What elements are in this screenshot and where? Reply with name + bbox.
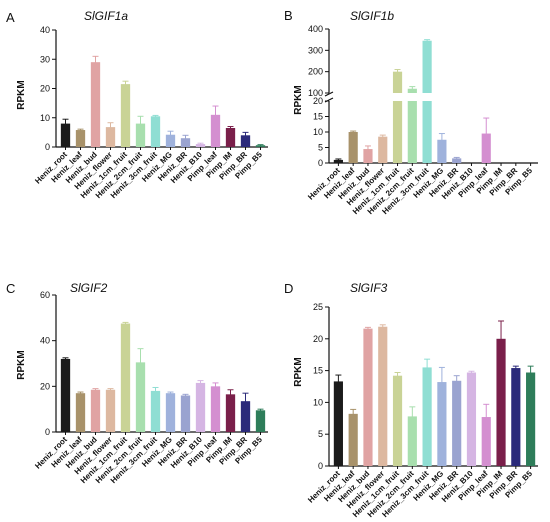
panel-d-bar (511, 368, 521, 466)
panel-b-bar (333, 159, 343, 163)
panel-b-bar (407, 101, 417, 163)
panel-b-bar (348, 132, 358, 163)
panel-a-bar (150, 116, 161, 147)
panel-c-bar (210, 386, 221, 432)
panel-c-bar (60, 358, 71, 432)
panel-a-bar (75, 130, 86, 147)
panel-b-bar (422, 101, 432, 163)
panel-a-letter: A (6, 10, 15, 25)
panel-a-bar (255, 145, 266, 147)
panel-b-y-tick-label: 0 (318, 158, 323, 168)
panel-c-bar (150, 390, 161, 432)
panel-d-title: SlGIF3 (350, 281, 388, 295)
panel-c-bar (75, 393, 86, 432)
panel-a-bar (240, 135, 251, 147)
panel-d-y-tick-label: 15 (313, 366, 323, 376)
panel-a-bar (120, 84, 131, 147)
panel-a-y-tick-label: 20 (40, 84, 50, 94)
panel-b-bar (437, 139, 447, 163)
panel-b-axis-break-mark (324, 91, 334, 97)
panel-b-y-tick-label: 10 (313, 127, 323, 137)
panel-c-y-tick-label: 40 (40, 336, 50, 346)
panel-d-bar (333, 381, 343, 466)
panel-b-bar (392, 71, 403, 93)
panel-a-y-tick-label: 10 (40, 113, 50, 123)
panel-c-bar (255, 410, 266, 432)
panel-b-y-tick-label: 200 (308, 67, 323, 77)
panel-c-bar (105, 389, 116, 432)
panel-d-y-tick-label: 0 (318, 461, 323, 471)
panel-b-title: SlGIF1b (350, 9, 394, 23)
panel-c-ylabel: RPKM (16, 350, 27, 379)
panel-c-bar (120, 323, 131, 432)
panel-d-bar (466, 372, 477, 466)
panel-b-y-tick-label: 300 (308, 45, 323, 55)
panel-d-bar (363, 328, 373, 466)
panel-d-bar (378, 326, 388, 466)
panel-d-bar (348, 413, 358, 466)
panel-d-bar (392, 375, 403, 466)
panel-c-bar (225, 394, 236, 432)
panel-a-y-tick-label: 30 (40, 54, 50, 64)
panel-a-title: SlGIF1a (84, 9, 128, 23)
panel-b-bar (392, 101, 403, 163)
panel-c-bar (240, 401, 251, 432)
panel-a-bar (135, 123, 146, 147)
panel-b-y-tick-label: 100 (308, 88, 323, 98)
panel-b-bar (378, 136, 388, 163)
panel-b-bar (452, 158, 462, 163)
panel-d-bar (437, 382, 447, 466)
panel-d-y-tick-label: 20 (313, 334, 323, 344)
panel-b-y-tick-label: 15 (313, 112, 323, 122)
panel-a-ylabel: RPKM (16, 80, 27, 109)
panel-b-bar (422, 40, 432, 93)
panel-d-ylabel: RPKM (293, 357, 304, 386)
panel-d-bar (526, 372, 536, 466)
panel-a-bar (165, 134, 176, 147)
panel-b-y-tick-label: 5 (318, 143, 323, 153)
panel-a-bar (105, 127, 116, 147)
panel-d-bar (422, 367, 432, 466)
panel-d-bar (481, 417, 491, 466)
panel-d-y-tick-label: 10 (313, 397, 323, 407)
panel-d-bar (452, 380, 462, 466)
panel-b-bar (363, 149, 373, 163)
panel-c-title: SlGIF2 (70, 281, 108, 295)
panel-d-bar (496, 338, 506, 466)
panel-b-y-tick-label: 400 (308, 24, 323, 34)
panel-c-bar (180, 395, 191, 432)
panel-c-letter: C (6, 281, 15, 296)
panel-d-letter: D (284, 281, 293, 296)
panel-a-bar (195, 144, 206, 147)
panel-b-ylabel: RPKM (293, 85, 304, 114)
panel-d-y-tick-label: 25 (313, 302, 323, 312)
panel-c-y-tick-label: 60 (40, 290, 50, 300)
panel-a-bar (210, 114, 221, 147)
panel-b-letter: B (284, 8, 293, 23)
panel-a-y-tick-label: 40 (40, 25, 50, 35)
panel-d-bar (407, 416, 417, 466)
panel-c-bar (195, 382, 206, 432)
panel-d-y-tick-label: 5 (318, 429, 323, 439)
panel-b-y-tick-label: 20 (313, 96, 323, 106)
panel-c-bar (135, 362, 146, 432)
panel-a-bar (225, 127, 236, 147)
panel-a-y-tick-label: 0 (45, 142, 50, 152)
panel-c-bar (165, 393, 176, 432)
panel-c-y-tick-label: 20 (40, 381, 50, 391)
panel-a-bar (90, 62, 101, 147)
panel-c-bar (90, 389, 101, 432)
panel-c-y-tick-label: 0 (45, 427, 50, 437)
panel-a-bar (60, 123, 71, 147)
panel-a-bar (180, 138, 191, 147)
